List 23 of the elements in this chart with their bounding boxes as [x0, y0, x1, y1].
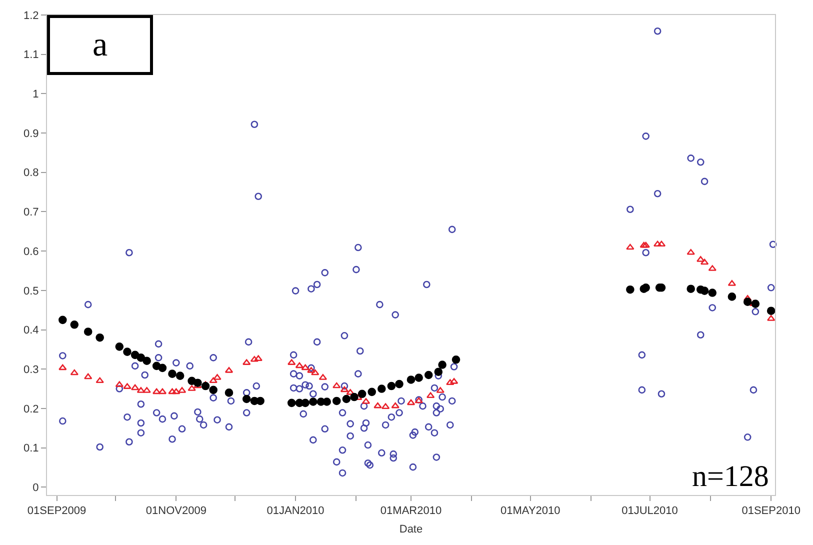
y-tick-label: 0.5	[24, 285, 39, 298]
y-tick-label: 0	[32, 482, 39, 494]
x-tick-label: 01MAR2010	[380, 505, 442, 518]
y-tick-label: 0.7	[24, 206, 39, 219]
y-tick-label: 1	[32, 88, 39, 101]
annotation: n=128	[692, 460, 769, 493]
y-tick-label: 0.6	[24, 246, 39, 258]
y-tick-label: 0.9	[24, 128, 39, 140]
x-tick-label: 01MAY2010	[500, 505, 560, 518]
x-tick-label: 01SEP2010	[742, 505, 800, 518]
x-tick-label: 01JAN2010	[266, 505, 324, 518]
x-tick-label: 01JUL2010	[622, 505, 678, 518]
x-tick-label: 01SEP2009	[27, 505, 86, 518]
y-tick-label: 1.2	[24, 10, 39, 22]
y-tick-label: 0.3	[24, 364, 39, 376]
y-tick-label: 0.4	[24, 324, 39, 337]
y-tick-label: 0.8	[24, 167, 39, 180]
x-tick-label: 01NOV2009	[146, 505, 206, 518]
y-tick-label: 1.1	[24, 49, 39, 62]
y-tick-label: 0.2	[24, 403, 39, 416]
annotation: a	[92, 26, 108, 64]
x-axis-title: Date	[399, 523, 423, 536]
y-tick-label: 0.1	[24, 442, 39, 455]
